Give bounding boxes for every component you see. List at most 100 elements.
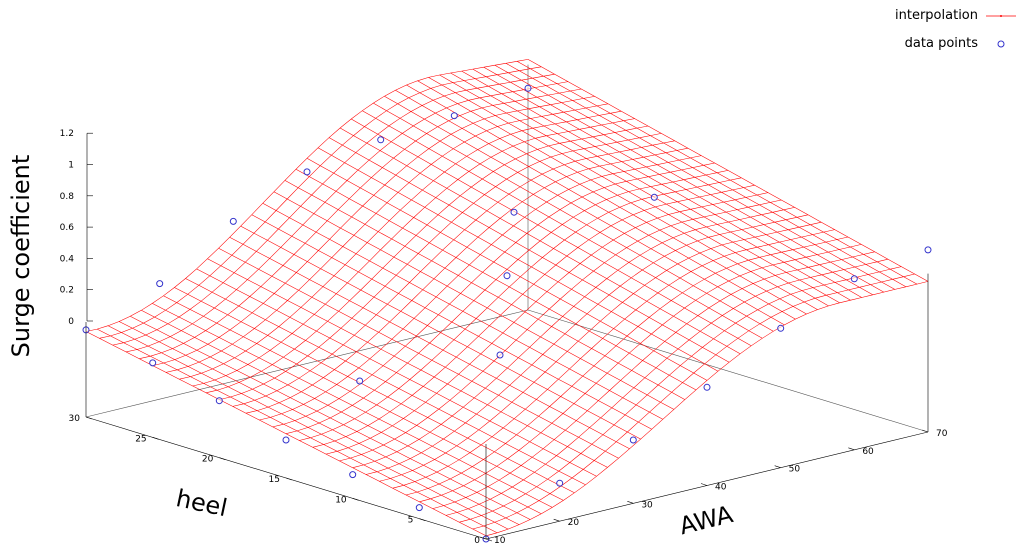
data-point [503, 272, 511, 280]
surface-line-heel [445, 258, 889, 516]
interpolation-surface [85, 59, 929, 537]
surface-line-awa [428, 77, 829, 307]
surface-line-awa [450, 72, 851, 301]
surface-line-awa [406, 84, 807, 315]
box-edge-right-bottom [527, 309, 929, 433]
data-point [215, 397, 223, 405]
data-point [777, 324, 785, 332]
x-tick-mark [774, 465, 781, 468]
x-tick-label: 60 [862, 447, 874, 457]
surface-line-heel [485, 281, 929, 537]
y-tick-label: 30 [69, 414, 81, 424]
surface-line-heel [99, 66, 542, 339]
surface-line-heel [192, 118, 635, 387]
y-tick-label: 5 [408, 516, 414, 526]
surface-line-heel [205, 125, 649, 394]
surface-line-awa [494, 64, 896, 290]
surface-line-awa [240, 225, 641, 440]
y-tick-label: 15 [269, 475, 280, 485]
legend-label-interpolation: interpolation [895, 8, 978, 23]
data-point [450, 112, 458, 120]
x-tick-mark [848, 447, 855, 451]
data-point [156, 280, 164, 288]
data-point [556, 479, 564, 487]
data-point [703, 383, 711, 391]
surface-line-awa [461, 70, 862, 298]
legend: interpolation data points [895, 8, 1016, 51]
surface-line-heel [392, 229, 835, 489]
x-tick-label: 30 [641, 500, 653, 510]
surface-line-awa [328, 137, 730, 363]
surface-line-heel [459, 266, 902, 523]
data-point [524, 84, 532, 92]
legend-mark-interpolation [1000, 15, 1002, 17]
surface-line-awa [273, 191, 675, 410]
x-tick-mark [553, 518, 560, 522]
surface-line-awa [527, 59, 929, 282]
data-points [82, 84, 932, 543]
surface-line-heel [85, 59, 529, 332]
surface-line-awa [339, 127, 741, 355]
surface-line-awa [118, 321, 520, 525]
surface-line-heel [139, 88, 582, 359]
surface-line-awa [141, 310, 542, 515]
x-tick-mark [921, 429, 929, 433]
data-point [282, 436, 290, 444]
surface-line-awa [505, 63, 907, 288]
z-tick-label: 1.2 [60, 129, 74, 139]
data-point [356, 377, 364, 385]
z-tick-label: 0 [68, 317, 74, 327]
surface-line-awa [96, 328, 498, 534]
surface-line-heel [219, 133, 662, 400]
surface-line-awa [107, 325, 509, 530]
surface-line-awa [229, 237, 630, 449]
data-point [303, 168, 311, 176]
legend-swatch-data-points [997, 40, 1005, 48]
surface-line-awa [516, 61, 918, 285]
surface-line-awa [130, 316, 531, 520]
z-axis-title: Surge coefficient [7, 155, 35, 358]
x-tick-label: 40 [715, 483, 727, 493]
y-tick-label: 25 [135, 434, 146, 444]
surface-line-awa [384, 95, 785, 326]
surface-line-awa [472, 68, 873, 296]
surface-line-awa [395, 89, 796, 320]
data-point [510, 208, 518, 216]
surface-line-awa [417, 80, 818, 310]
x-axis-title: AWA [677, 500, 737, 540]
x-tick-mark [700, 483, 708, 486]
x-tick-label: 70 [936, 429, 948, 439]
surface-line-awa [163, 295, 564, 501]
y-tick-mark [485, 538, 493, 542]
surface-line-heel [472, 273, 915, 530]
z-tick-label: 1 [68, 161, 74, 171]
y-tick-mark [85, 416, 93, 420]
y-tick-mark [285, 477, 293, 481]
x-tick-label: 20 [568, 518, 580, 528]
surface-line-heel [179, 110, 622, 380]
surface-line-awa [185, 278, 586, 486]
y-tick-mark [152, 437, 159, 440]
y-tick-mark [419, 518, 426, 521]
surface-line-awa [284, 180, 686, 400]
data-point [650, 193, 658, 201]
z-tick-label: 0.6 [60, 223, 75, 233]
y-tick-label: 0 [474, 536, 480, 546]
x-tick-mark [627, 501, 634, 504]
surface-line-awa [439, 74, 840, 304]
data-point [629, 436, 637, 444]
y-tick-label: 20 [202, 455, 214, 465]
surface-line-awa [351, 118, 752, 347]
y-tick-mark [219, 457, 226, 460]
y-tick-mark [352, 498, 359, 501]
y-tick-label: 10 [335, 495, 347, 505]
surface-line-awa [218, 247, 619, 459]
surface-line-awa [262, 202, 663, 420]
data-point [415, 504, 423, 512]
data-point [149, 359, 157, 367]
data-point [496, 351, 504, 359]
surface-line-awa [317, 147, 719, 372]
data-point [850, 275, 858, 283]
x-tick-mark [479, 536, 487, 540]
